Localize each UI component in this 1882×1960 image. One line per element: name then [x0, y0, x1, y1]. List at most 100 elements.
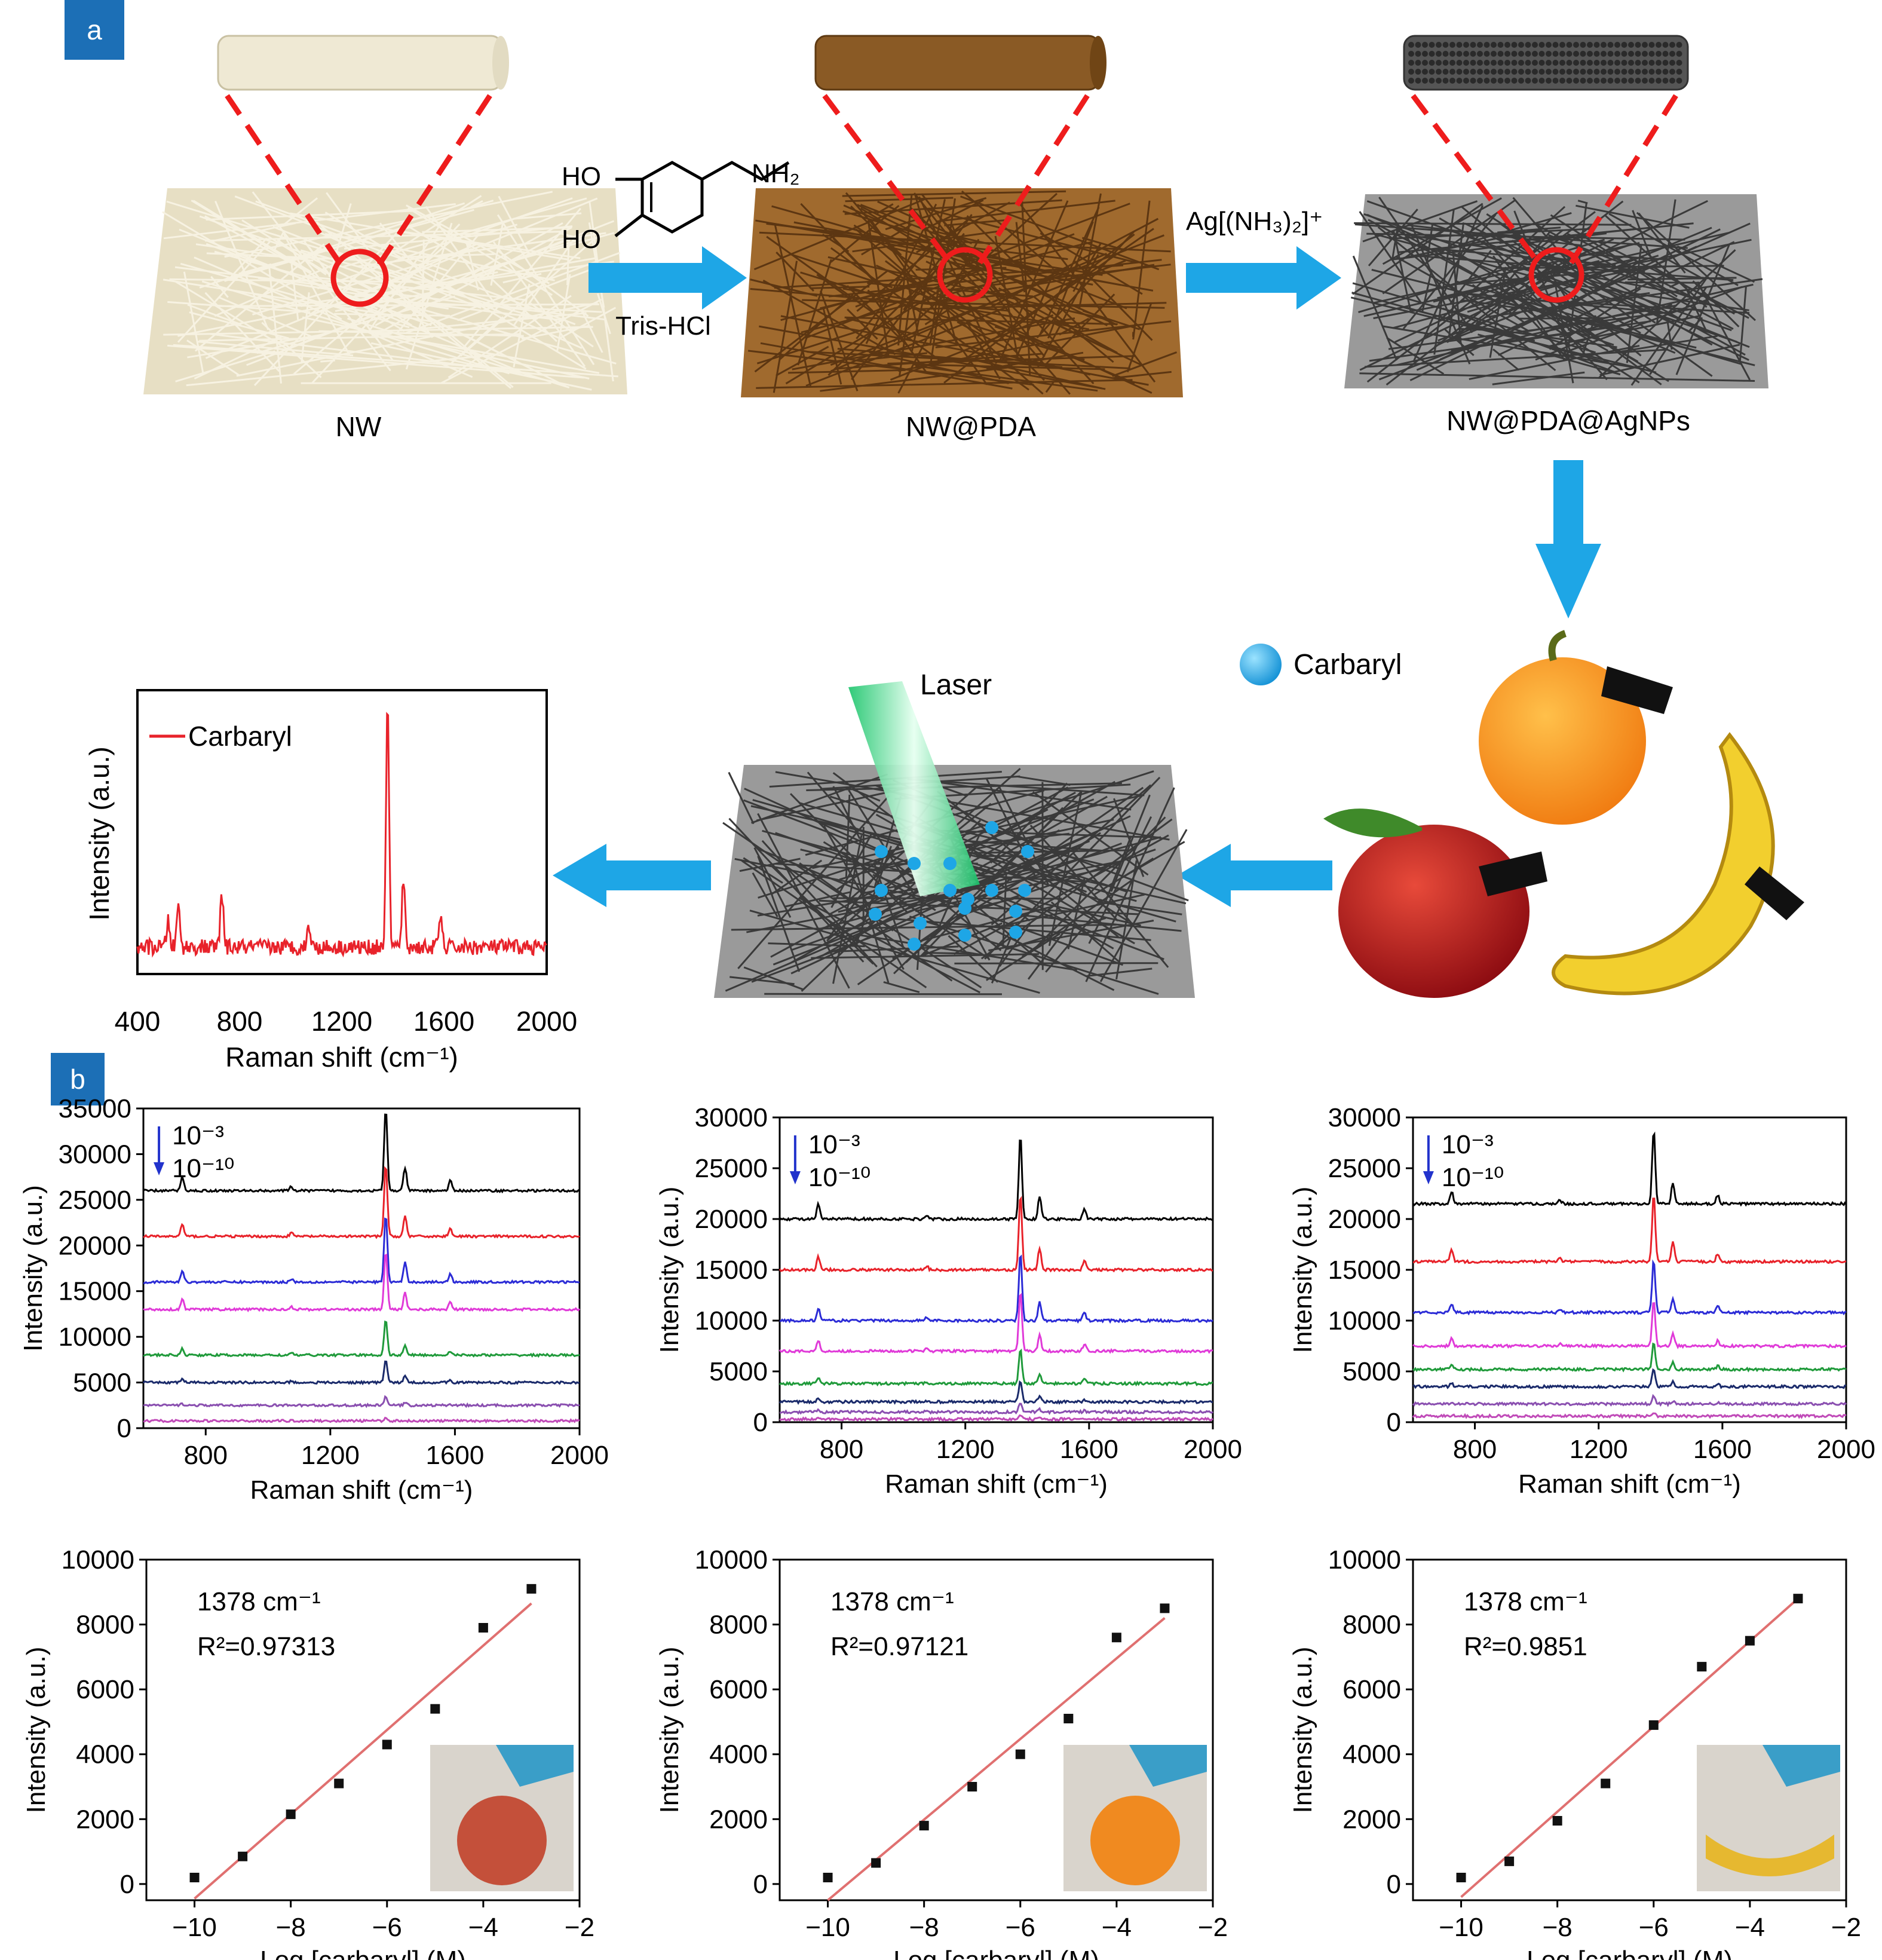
conc-label-low: 10⁻¹⁰ — [1442, 1163, 1504, 1192]
mesh-fiber — [948, 935, 998, 983]
calibration-chart-2: 0 2000 4000 6000 8000 10000 −10 −8 −6 −4 −2 Log [ca… — [655, 1545, 1228, 1960]
fruit-thumbnail — [1090, 1796, 1180, 1885]
ag-particle — [1642, 69, 1648, 75]
ag-particle — [1559, 69, 1565, 75]
mesh-fiber — [1386, 200, 1624, 386]
mesh-fiber — [1359, 372, 1755, 382]
ag-particle — [1415, 78, 1421, 84]
y-axis-label: Intensity (a.u.) — [22, 1647, 51, 1814]
mesh-fiber — [350, 195, 482, 281]
xtick-label: −4 — [1102, 1913, 1132, 1942]
glove-icon — [496, 1745, 574, 1787]
ytick-label: 20000 — [695, 1205, 768, 1234]
xtick-label: −10 — [1439, 1913, 1483, 1942]
ag-particle — [1669, 60, 1675, 66]
ag-particle — [1642, 42, 1648, 48]
mesh-fiber — [1563, 252, 1669, 261]
mesh-fiber — [801, 271, 1034, 333]
mesh-fiber — [1368, 209, 1418, 267]
carbaryl-molecule — [1009, 926, 1022, 939]
ag-particle — [1573, 60, 1579, 66]
mesh-fiber — [1098, 901, 1182, 915]
carbaryl-molecule — [985, 884, 998, 897]
mesh-fiber — [944, 219, 1005, 226]
ag-particle — [1601, 51, 1607, 57]
mesh-fiber — [1739, 286, 1747, 362]
mesh-fiber — [261, 321, 322, 378]
laser-beam — [848, 681, 980, 896]
ag-particle — [1525, 78, 1531, 84]
ag-particle — [1635, 42, 1641, 48]
ag-particle — [1497, 60, 1504, 66]
ag-particle — [1552, 69, 1559, 75]
ag-particle — [1463, 69, 1469, 75]
spectrum-series-1 — [142, 1113, 580, 1194]
ag-particle — [1635, 51, 1641, 57]
mesh-fiber — [1421, 271, 1433, 313]
mesh-fiber — [737, 795, 890, 969]
concentration-arrow-head — [1423, 1171, 1434, 1184]
spectra-chart-2: 0 5000 10000 15000 20000 25000 30000 800 1200 160… — [655, 1103, 1242, 1499]
mesh-fiber — [400, 312, 587, 332]
orange-body — [1479, 657, 1646, 825]
mesh-fiber — [988, 926, 1115, 991]
ag-particle — [1573, 78, 1579, 84]
x-axis-label: Log [carbaryl] (M) — [260, 1946, 466, 1960]
concentration-arrow-head — [154, 1162, 165, 1175]
ag-particle — [1559, 60, 1565, 66]
concentration-arrow-head — [789, 1171, 801, 1184]
mesh-fiber — [775, 832, 852, 860]
spectrum-series-3 — [143, 1217, 580, 1285]
mesh-fiber — [450, 316, 504, 364]
xtick-label: 2000 — [1817, 1435, 1875, 1464]
mesh-fiber — [905, 917, 955, 963]
mesh-fiber — [204, 292, 280, 372]
ag-particle — [1635, 78, 1641, 84]
stage-nw-pda-ag: NW@PDA@AgNPs — [1344, 35, 1768, 436]
spectrum-series-2 — [1413, 1198, 1847, 1265]
ag-particle — [1587, 51, 1593, 57]
mesh-fiber — [759, 231, 1171, 253]
mesh-fiber — [762, 279, 896, 356]
mesh-fiber — [1402, 233, 1645, 273]
banana-illustration — [1552, 732, 1804, 996]
ag-particle — [1497, 78, 1504, 84]
data-point — [238, 1851, 248, 1861]
mesh-fiber — [754, 270, 888, 373]
ag-particle — [1593, 60, 1600, 66]
mesh-fiber — [1458, 212, 1572, 246]
ytick-label: 0 — [120, 1870, 134, 1899]
mesh-fiber — [885, 197, 987, 231]
mesh-fiber — [967, 840, 1103, 852]
ag-particle — [1593, 51, 1600, 57]
mesh-fiber — [834, 945, 959, 953]
mesh-fiber — [1564, 286, 1743, 354]
conc-label-high: 10⁻³ — [1442, 1130, 1494, 1159]
ag-complex-label: Ag[(NH₃)₂]⁺ — [1186, 207, 1323, 236]
ag-particle — [1525, 69, 1531, 75]
mesh-fiber — [756, 327, 869, 365]
ag-particle — [1648, 69, 1655, 75]
mesh-fiber — [877, 201, 973, 244]
ytick-label: 6000 — [76, 1675, 134, 1704]
mesh-fiber — [1132, 200, 1151, 340]
ag-particle — [1648, 51, 1655, 57]
mesh-fiber — [771, 205, 870, 235]
mesh-fiber — [819, 290, 859, 391]
ag-particle — [1566, 42, 1573, 48]
mesh-fiber — [1382, 199, 1516, 295]
mesh-fiber — [1029, 858, 1129, 923]
data-point — [1111, 1633, 1121, 1643]
ytick-label: 0 — [753, 1408, 768, 1437]
x-axis-label: Log [carbaryl] (M) — [893, 1946, 1099, 1960]
mesh-fiber — [1444, 329, 1475, 356]
conc-label-high: 10⁻³ — [172, 1121, 224, 1150]
ag-particle — [1642, 51, 1648, 57]
data-point — [189, 1873, 200, 1882]
ag-particle — [1408, 51, 1414, 57]
ag-particle — [1422, 60, 1428, 66]
ag-particle — [1607, 69, 1614, 75]
xtick-label: −4 — [468, 1913, 498, 1942]
ag-particle — [1676, 60, 1682, 66]
ag-particle — [1559, 51, 1565, 57]
